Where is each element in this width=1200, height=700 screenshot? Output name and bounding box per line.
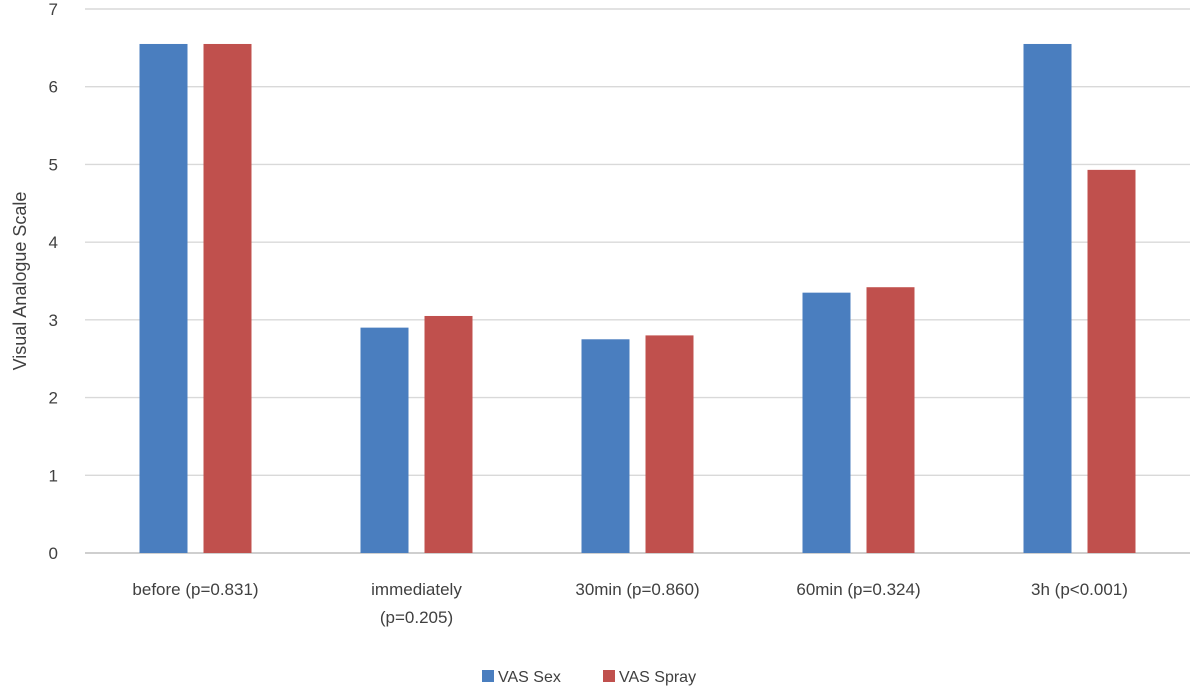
y-tick-label: 5 xyxy=(49,155,58,174)
x-category-labels: before (p=0.831) immediately (p=0.205) 30mi… xyxy=(132,580,1128,627)
x-category-label: immediately xyxy=(371,580,462,599)
y-tick-label: 3 xyxy=(49,311,58,330)
bar-vas-sex xyxy=(360,327,409,553)
y-tick-labels: 0 1 2 3 4 5 6 7 xyxy=(49,0,58,563)
y-tick-label: 6 xyxy=(49,78,58,97)
y-axis-title: Visual Analogue Scale xyxy=(10,192,30,371)
bar-vas-sex xyxy=(581,339,630,553)
x-category-label: before (p=0.831) xyxy=(132,580,258,599)
y-tick-label: 4 xyxy=(49,233,58,252)
x-category-label: 3h (p<0.001) xyxy=(1031,580,1128,599)
bars xyxy=(139,43,1136,553)
bar-vas-spray xyxy=(203,43,252,553)
x-category-label: (p=0.205) xyxy=(380,608,453,627)
gridlines xyxy=(85,8,1190,554)
legend-swatch xyxy=(603,670,615,682)
bar-vas-spray xyxy=(1087,169,1136,553)
y-tick-label: 7 xyxy=(49,0,58,19)
legend-swatch xyxy=(482,670,494,682)
y-tick-label: 1 xyxy=(49,466,58,485)
bar-vas-spray xyxy=(424,315,473,553)
legend: VAS Sex VAS Spray xyxy=(482,669,696,686)
legend-label: VAS Sex xyxy=(498,669,561,686)
bar-vas-spray xyxy=(866,287,915,553)
bar-vas-sex xyxy=(1023,43,1072,553)
bar-vas-spray xyxy=(645,335,694,553)
y-tick-label: 2 xyxy=(49,389,58,408)
x-category-label: 60min (p=0.324) xyxy=(796,580,920,599)
legend-label: VAS Spray xyxy=(619,669,696,686)
y-tick-label: 0 xyxy=(49,544,58,563)
x-category-label: 30min (p=0.860) xyxy=(575,580,699,599)
bar-vas-sex xyxy=(802,292,851,553)
bar-vas-sex xyxy=(139,43,188,553)
